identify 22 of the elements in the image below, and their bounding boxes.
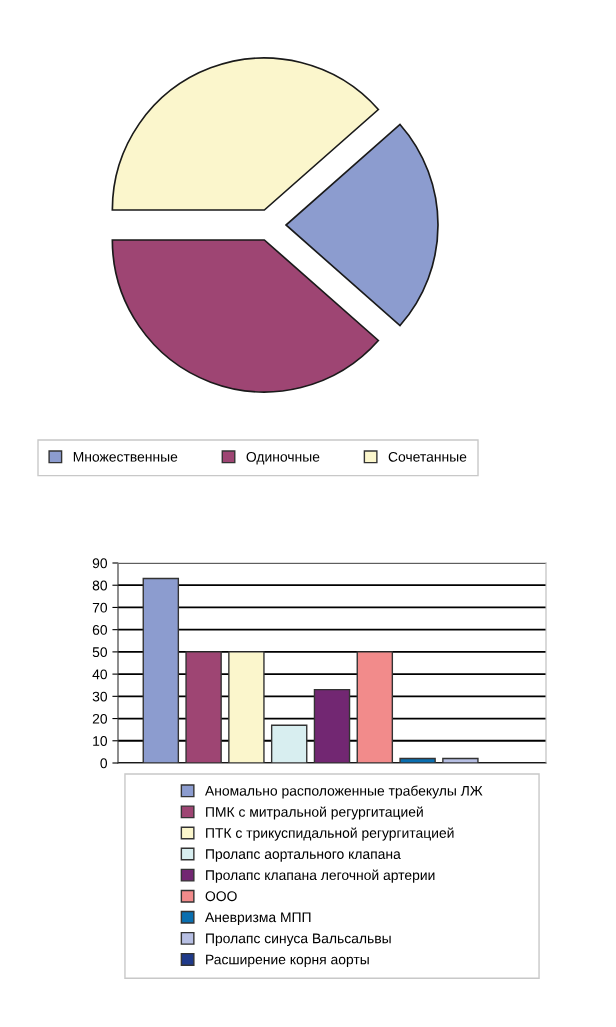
legend-label: Пролапс синуса Вальсальвы	[206, 933, 391, 947]
legend-label: Сочетанные	[388, 451, 467, 462]
y-tick-label: 70	[92, 602, 108, 613]
y-tick-label: 90	[92, 558, 108, 569]
legend-label: Расширение корня аорты	[206, 954, 369, 968]
legend-label: Аневризма МПП	[205, 912, 311, 925]
legend-label: ПТК с трикуспидальной регургитацией	[206, 827, 454, 841]
y-tick-label: 40	[92, 669, 108, 680]
y-tick-label: 60	[92, 625, 108, 635]
y-tick-label: 0	[100, 758, 108, 769]
legend-label: Пролапс аортального клапана	[206, 849, 401, 862]
legend-label: ПМК с митральной регургитацией	[206, 806, 423, 820]
y-tick-label: 10	[93, 736, 108, 746]
legend-label: Одиночные	[246, 451, 320, 465]
legend-label: Пролапс клапана легочной артерии	[206, 869, 435, 883]
legend-label: Аномально расположенные трабекулы ЛЖ	[205, 785, 483, 799]
legend-label: ООО	[205, 891, 237, 902]
y-tick-label: 50	[92, 647, 108, 658]
y-tick-label: 80	[92, 580, 108, 591]
y-tick-label: 30	[92, 691, 108, 702]
legend-label: Множественные	[73, 452, 178, 462]
y-tick-label: 20	[92, 713, 108, 724]
